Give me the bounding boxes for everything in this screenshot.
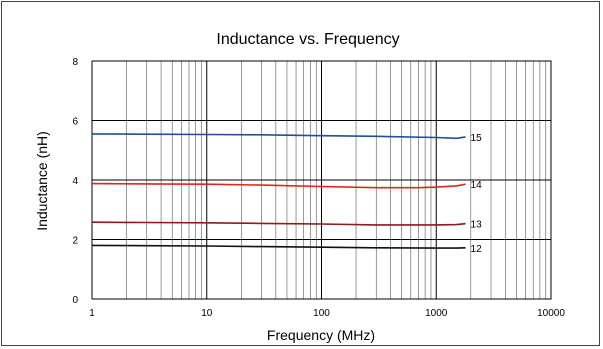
chart-title: Inductance vs. Frequency [216,31,399,48]
y-tick-label: 4 [72,176,78,187]
grid [91,60,552,300]
series-line-14 [91,182,466,189]
x-tick-label: 100 [313,308,330,319]
x-tick-labels: 1 10 100 1000 10000 [89,308,565,319]
y-axis-label: Inductance (nH) [34,131,50,231]
x-tick-label: 10000 [537,308,565,319]
series-label-13: 13 [471,220,483,231]
x-tick-label: 1000 [425,308,448,319]
y-tick-label: 0 [72,295,78,306]
series-group [91,133,466,249]
series-label-12: 12 [471,244,483,255]
y-tick-label: 2 [72,236,78,247]
x-tick-label: 10 [201,308,213,319]
x-tick-label: 1 [89,308,95,319]
series-line-15 [91,133,466,140]
series-line-12 [91,244,466,249]
series-label-15: 15 [471,133,483,144]
series-label-14: 14 [471,180,483,191]
y-tick-label: 6 [72,117,78,128]
y-tick-label: 8 [72,57,78,68]
x-axis-label: Frequency (MHz) [267,327,375,343]
y-tick-labels: 0 2 4 6 8 [72,57,78,306]
series-labels: 15 14 13 12 [471,133,483,255]
series-line-13 [91,221,466,226]
